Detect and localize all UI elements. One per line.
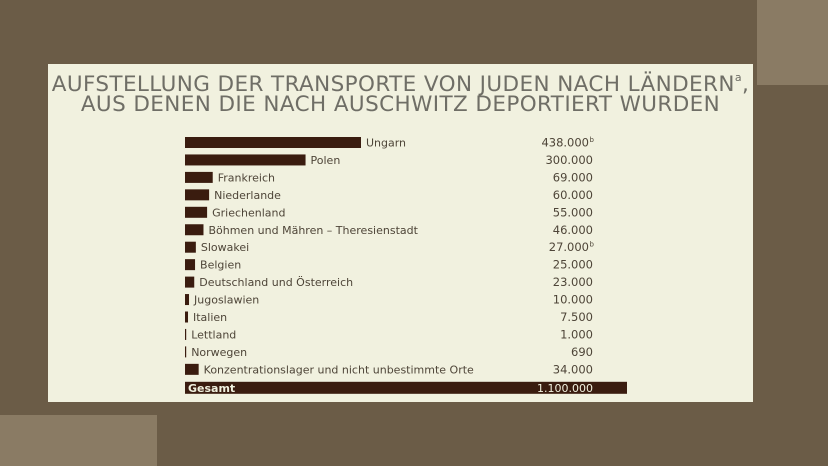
value-footnote-slowakei: b — [590, 241, 595, 249]
bar-niederlande — [185, 189, 210, 201]
category-label-frankreich: Frankreich — [218, 171, 275, 184]
chart-panel: AUFSTELLUNG DER TRANSPORTE VON JUDEN NAC… — [48, 64, 753, 402]
bar-ungarn — [185, 137, 361, 148]
value-label-belgien: 25.000 — [553, 258, 593, 272]
category-label-italien: Italien — [193, 311, 227, 324]
category-label-lettland: Lettland — [191, 328, 236, 341]
value-label-italien: 7.500 — [560, 310, 593, 324]
bar-griechenland — [185, 206, 208, 218]
value-label-konzentrationslager-und-nicht-unbestimmte-orte: 34.000 — [553, 362, 593, 376]
bar-italien — [185, 311, 189, 323]
chart-title: AUFSTELLUNG DER TRANSPORTE VON JUDEN NAC… — [51, 71, 750, 97]
category-label-norwegen: Norwegen — [191, 346, 247, 359]
value-label-ungarn: 438.000 — [541, 136, 589, 150]
bar-norwegen — [185, 346, 187, 358]
category-label-polen: Polen — [311, 154, 341, 167]
category-label-belgien: Belgien — [200, 259, 241, 272]
bar-deutschland-und-osterreich — [185, 276, 195, 288]
bar-bohmen-und-mahren-theresienstadt — [185, 224, 204, 236]
value-label-slowakei: 27.000 — [549, 240, 589, 254]
value-label-polen: 300.000 — [545, 153, 593, 167]
title-footnote-marker: a — [734, 71, 743, 84]
chart-title-line2: AUS DENEN DIE NACH AUSCHWITZ DEPORTIERT … — [80, 92, 721, 117]
category-label-bohmen-und-mahren-theresienstadt: Böhmen und Mähren – Theresienstadt — [208, 224, 418, 237]
category-label-konzentrationslager-und-nicht-unbestimmte-orte: Konzentrationslager und nicht unbestimmt… — [204, 363, 474, 376]
corner-block-bottom-left — [0, 415, 157, 466]
category-label-niederlande: Niederlande — [214, 189, 281, 202]
value-label-griechenland: 55.000 — [553, 205, 593, 219]
value-label-deutschland-und-osterreich: 23.000 — [553, 275, 593, 289]
category-label-ungarn: Ungarn — [366, 137, 406, 150]
value-label-lettland: 1.000 — [560, 327, 593, 341]
bar-jugoslawien — [185, 294, 190, 306]
bar-polen — [185, 154, 306, 166]
value-footnote-ungarn: b — [590, 136, 595, 144]
value-label-niederlande: 60.000 — [553, 188, 593, 202]
value-label-frankreich: 69.000 — [553, 170, 593, 184]
value-label-bohmen-und-mahren-theresienstadt: 46.000 — [553, 223, 593, 237]
value-label-norwegen: 690 — [571, 345, 593, 359]
category-label-griechenland: Griechenland — [212, 206, 285, 219]
value-label-jugoslawien: 10.000 — [553, 293, 593, 307]
corner-block-top-right — [757, 0, 828, 85]
chart-title-line1: AUFSTELLUNG DER TRANSPORTE VON JUDEN NAC… — [51, 72, 735, 97]
bar-lettland — [185, 328, 187, 340]
bar-slowakei — [185, 241, 196, 253]
total-label: Gesamt — [188, 382, 235, 395]
category-label-deutschland-und-osterreich: Deutschland und Österreich — [199, 276, 353, 289]
bar-total — [185, 381, 627, 394]
bar-konzentrationslager-und-nicht-unbestimmte-orte — [185, 363, 199, 375]
bar-belgien — [185, 259, 196, 271]
total-value-label: 1.100.000 — [537, 382, 593, 395]
category-label-slowakei: Slowakei — [201, 241, 249, 254]
category-label-jugoslawien: Jugoslawien — [193, 294, 259, 307]
chart-subtitle: AUS DENEN DIE NACH AUSCHWITZ DEPORTIERT … — [48, 91, 753, 119]
bar-frankreich — [185, 171, 213, 183]
